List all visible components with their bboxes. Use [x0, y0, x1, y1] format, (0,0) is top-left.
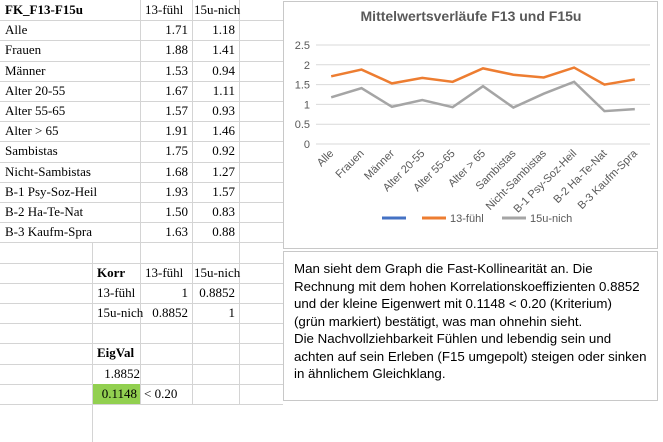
text-box: Man sieht dem Graph die Fast-Kollinearit… — [283, 251, 658, 401]
y-tick-label: 0.5 — [295, 119, 310, 131]
y-tick-label: 1.5 — [295, 80, 310, 92]
legend-label: 15u-nich — [530, 213, 572, 225]
cell-value: 0.83 — [212, 204, 235, 219]
row-line — [0, 20, 283, 21]
cell-value: 1.91 — [165, 123, 188, 138]
row-line — [0, 364, 283, 365]
row-line — [0, 40, 283, 41]
row-line — [0, 182, 283, 183]
col-line — [192, 0, 193, 404]
row-line — [0, 242, 283, 243]
cell-value: 0.8852 — [152, 305, 188, 320]
header-cell: Korr — [97, 265, 126, 280]
y-tick-label: 0 — [304, 139, 310, 151]
row-line — [0, 343, 283, 344]
row-line — [0, 202, 283, 203]
header-cell: EigVal — [97, 345, 135, 360]
row-line — [0, 303, 283, 304]
row-line — [0, 404, 283, 405]
cell-value: 1 — [181, 285, 189, 300]
cell-value: 1.57 — [212, 184, 235, 199]
y-tick-label: 1 — [304, 99, 310, 111]
chart: Mittelwertsverläufe F13 und F15u 0 0.5 1 1.… — [295, 8, 650, 225]
text-line: Man sieht dem Graph die Fast-Kollinearit… — [294, 261, 593, 276]
cell-value: 0.93 — [212, 103, 235, 118]
row-label: Alter > 65 — [5, 123, 59, 138]
cell-value: 1.11 — [212, 83, 235, 98]
col-line — [140, 0, 141, 404]
row-label: Frauen — [5, 42, 42, 57]
row-line — [0, 141, 283, 142]
cell-value: 1.63 — [165, 224, 188, 239]
row-line — [0, 384, 283, 385]
header-cell: 15u-nich — [194, 2, 241, 17]
cell-value: 1.50 — [165, 204, 188, 219]
row-label: Männer — [5, 63, 46, 78]
col-line — [239, 0, 240, 404]
cell-value: 1.68 — [165, 164, 188, 179]
series-line — [330, 80, 635, 113]
cell-value: 1.88 — [165, 42, 188, 57]
row-line — [0, 61, 283, 62]
note: < 0.20 — [144, 386, 178, 401]
x-tick-label: Frauen — [334, 148, 367, 181]
row-line — [0, 283, 283, 284]
series-line — [330, 66, 636, 86]
chart-box: Mittelwertsverläufe F13 und F15u 0 0.5 1 1.… — [283, 1, 658, 249]
row-label: B-2 Ha-Te-Nat — [5, 204, 84, 219]
cell-value: 1.18 — [212, 22, 235, 37]
col-line — [92, 242, 93, 442]
cell-value: 1.75 — [165, 143, 188, 158]
row-label: Sambistas — [5, 143, 58, 158]
row-line — [0, 162, 283, 163]
row-line — [0, 121, 283, 122]
row-line — [0, 323, 283, 324]
cell-value: 0.8852 — [199, 285, 235, 300]
cell-value: 1.8852 — [104, 366, 140, 381]
text-line: Rechnung mit dem hohen Korrelationskoeff… — [294, 278, 640, 294]
cell-value: 1.67 — [165, 83, 188, 98]
row-line — [0, 81, 283, 82]
cell-value: 0.1148 — [93, 384, 140, 404]
cell-value: 0.88 — [212, 224, 235, 239]
text-line: (grün markiert) bestätigt, was man ohneh… — [294, 313, 583, 329]
text-line: und der kleine Eigenwert mit 0.1148 < 0.… — [294, 296, 612, 311]
cell-value: 1.41 — [212, 42, 235, 57]
row-line — [0, 222, 283, 223]
cell-value: 1.46 — [212, 123, 235, 138]
cell-value: 1 — [228, 305, 236, 320]
row-label: Nicht-Sambistas — [5, 164, 91, 179]
row-label: Alter 55-65 — [5, 103, 66, 118]
header-cell: 13-fühl — [145, 265, 184, 280]
legend-label: 13-fühl — [450, 213, 484, 225]
chart-title: Mittelwertsverläufe F13 und F15u — [361, 8, 582, 24]
header-cell: FK_F13-F15u — [5, 2, 83, 17]
x-tick-label: B-2 Ha-Te-Nat — [551, 148, 609, 206]
x-tick-label: Alle — [315, 148, 336, 169]
row-label: B-1 Psy-Soz-Heil — [5, 184, 98, 199]
cell-value: 0.92 — [212, 143, 235, 158]
header-cell: 13-fühl — [145, 2, 184, 17]
row-label: Alle — [5, 22, 28, 37]
spreadsheet: FK_F13-F15u 13-fühl 15u-nich Alle 1.71 1.18 Fr… — [0, 0, 283, 442]
cell-value: 1.71 — [165, 22, 188, 37]
cell-value: 1.57 — [165, 103, 188, 118]
text-line: Die Nachvollziehbarkeit Fühlen und leben… — [294, 331, 612, 346]
y-tick-label: 2.5 — [295, 40, 310, 52]
text-line: achten auf sein Erleben (F15 umgepolt) s… — [294, 348, 647, 364]
cell-value: 1.27 — [212, 164, 235, 179]
row-label: Alter 20-55 — [5, 83, 66, 98]
row-label: B-3 Kaufm-Spra — [5, 224, 93, 239]
row-line — [0, 101, 283, 102]
cell-value: 1.93 — [165, 184, 188, 199]
y-tick-label: 2 — [304, 60, 310, 72]
row-label: 13-fühl — [97, 285, 136, 300]
row-label: 15u-nich — [97, 305, 144, 320]
row-line — [0, 263, 283, 264]
text-line: in ähnlichem Gleichklang. — [294, 366, 446, 381]
header-cell: 15u-nich — [194, 265, 241, 280]
cell-value: 1.53 — [165, 63, 188, 78]
cell-value: 0.94 — [212, 63, 235, 78]
